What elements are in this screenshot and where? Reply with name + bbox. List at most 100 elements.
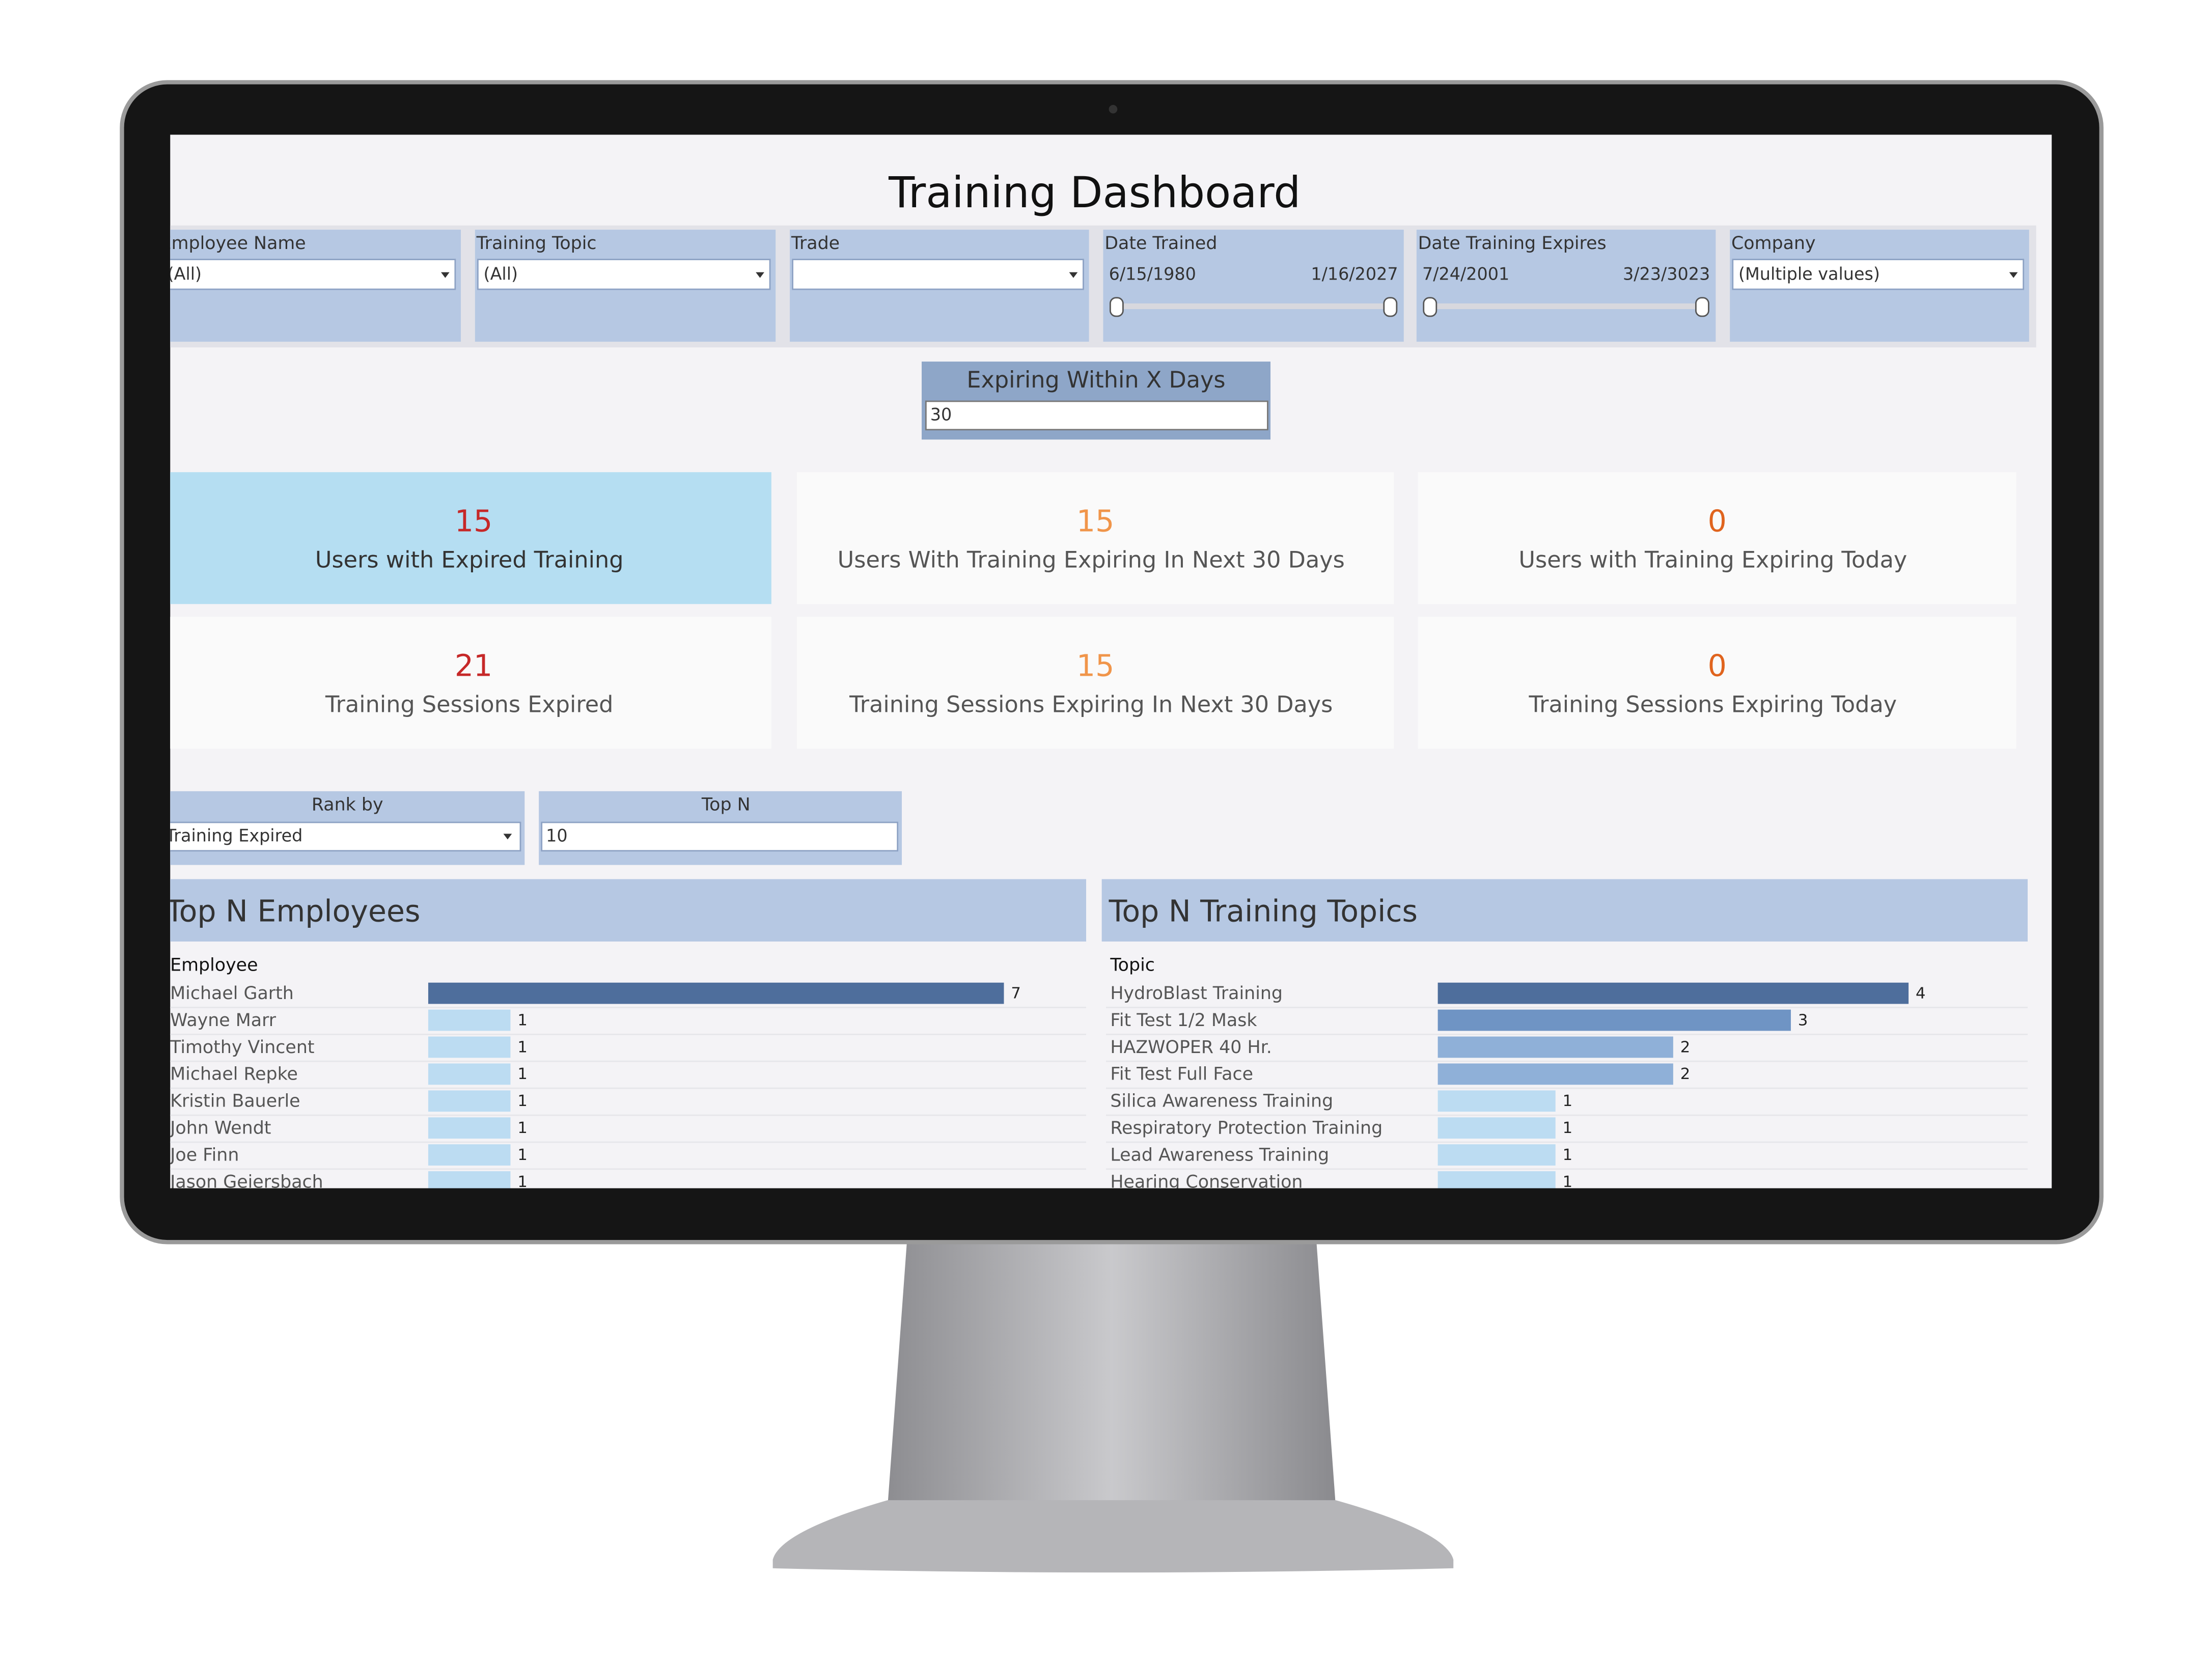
dropdown[interactable] [792, 259, 1084, 290]
dropdown-arrow [756, 272, 764, 278]
expiring-label: Expiring Within X Days [966, 367, 1225, 393]
bar[interactable] [428, 1171, 511, 1193]
dropdown-arrow [441, 272, 450, 278]
stand-neck [888, 1233, 1336, 1506]
kpi-card [1418, 472, 2016, 604]
kpi-label: Users with Expired Training [315, 547, 624, 573]
kpi-label: Users With Training Expiring In Next 30 … [838, 547, 1345, 573]
row-label: Michael Repke [170, 1064, 298, 1085]
row-label: Timothy Vincent [170, 1037, 314, 1058]
row-label: Wayne Marr [170, 1010, 276, 1031]
bar-value-label: 1 [517, 1119, 527, 1137]
kpi-label: Training Sessions Expiring Today [1529, 692, 1897, 718]
slider-handle[interactable] [1423, 297, 1437, 317]
bar-value-label: 4 [1916, 985, 1926, 1003]
control-input[interactable] [541, 821, 899, 852]
bar-value-label: 1 [1563, 1146, 1573, 1164]
camera [1109, 105, 1118, 114]
bar[interactable] [1437, 1090, 1556, 1112]
chart-title: Top N Employees [165, 894, 421, 928]
row-label: Joe Finn [169, 1145, 239, 1165]
bar[interactable] [428, 1009, 511, 1031]
kpi-card [796, 617, 1394, 749]
kpi-card [1418, 617, 2016, 749]
row-label: Jason Geiersbach [169, 1172, 323, 1192]
dropdown-arrow [1069, 272, 1078, 278]
slider-end: 3/23/3023 [1623, 264, 1710, 284]
control-input[interactable] [161, 821, 521, 852]
kpi-card [170, 472, 771, 604]
bar[interactable] [1437, 1117, 1556, 1139]
control-value: Training Expired [165, 825, 303, 845]
dashboard-title: Training Dashboard [888, 168, 1301, 217]
filter-label: Trade [791, 233, 840, 254]
slider-handle[interactable] [1383, 297, 1398, 317]
kpi-card [170, 617, 771, 749]
row-label: Michael Garth [170, 983, 294, 1004]
bar[interactable] [428, 1144, 511, 1166]
kpi-value: 0 [1708, 504, 1727, 539]
kpi-label: Training Sessions Expired [325, 692, 613, 718]
bar-value-label: 7 [1011, 985, 1020, 1003]
dropdown-value: (All) [168, 264, 202, 284]
slider-track [1114, 303, 1393, 310]
bar[interactable] [428, 1036, 511, 1058]
slider-handle[interactable] [1695, 297, 1709, 317]
expiring-input[interactable] [925, 400, 1268, 431]
bar-value-label: 1 [1563, 1119, 1573, 1137]
kpi-value: 15 [1076, 649, 1114, 683]
filter-label: Employee Name [160, 233, 306, 254]
filter-label: Date Training Expires [1418, 233, 1607, 254]
dropdown-value: (Multiple values) [1738, 264, 1880, 284]
bar[interactable] [1437, 1063, 1673, 1085]
bar-value-label: 1 [517, 1146, 527, 1164]
row-label: Lead Awareness Training [1110, 1145, 1329, 1165]
row-label: Kristin Bauerle [170, 1091, 300, 1112]
bar[interactable] [1437, 1009, 1791, 1031]
bar[interactable] [1437, 982, 1909, 1004]
slider-track [1428, 303, 1705, 310]
dropdown-arrow [503, 834, 512, 840]
kpi-value: 15 [1076, 504, 1114, 539]
bar[interactable] [428, 982, 1004, 1004]
row-label: Hearing Conservation [1110, 1172, 1303, 1192]
filter-label: Company [1731, 233, 1816, 254]
chart-title: Top N Training Topics [1109, 894, 1418, 928]
bar[interactable] [428, 1090, 511, 1112]
bar[interactable] [1437, 1036, 1673, 1058]
bar[interactable] [1437, 1171, 1556, 1193]
dropdown-value: (All) [484, 264, 518, 284]
row-label: Fit Test 1/2 Mask [1110, 1010, 1257, 1031]
dropdown[interactable] [161, 259, 456, 290]
kpi-card [796, 472, 1394, 604]
bar-value-label: 1 [517, 1065, 527, 1083]
control-value: 10 [546, 825, 568, 845]
bar[interactable] [428, 1117, 511, 1139]
filter-label: Training Topic [476, 233, 597, 254]
bar-value-label: 1 [517, 1011, 527, 1029]
row-label: Respiratory Protection Training [1110, 1118, 1382, 1139]
bar[interactable] [1437, 1144, 1556, 1166]
bar-value-label: 1 [1563, 1173, 1573, 1191]
filter-box [1416, 230, 1716, 342]
slider-start: 6/15/1980 [1109, 264, 1196, 284]
kpi-value: 15 [455, 504, 492, 539]
dropdown[interactable] [477, 259, 771, 290]
control-label: Rank by [312, 795, 383, 815]
chart-header [1101, 879, 2028, 942]
expiring-value: 30 [930, 404, 952, 424]
kpi-label: Users with Training Expiring Today [1518, 547, 1907, 573]
slider-handle[interactable] [1109, 297, 1124, 317]
filter-box [1103, 230, 1404, 342]
bar-value-label: 2 [1680, 1038, 1691, 1056]
row-label: HydroBlast Training [1110, 983, 1283, 1004]
row-label: Fit Test Full Face [1110, 1064, 1253, 1085]
row-label: John Wendt [169, 1118, 271, 1139]
bar-value-label: 1 [1563, 1092, 1573, 1110]
dropdown[interactable] [1732, 259, 2025, 290]
kpi-label: Training Sessions Expiring In Next 30 Da… [849, 692, 1333, 718]
row-label: Silica Awareness Training [1110, 1091, 1333, 1112]
bar[interactable] [428, 1063, 511, 1085]
